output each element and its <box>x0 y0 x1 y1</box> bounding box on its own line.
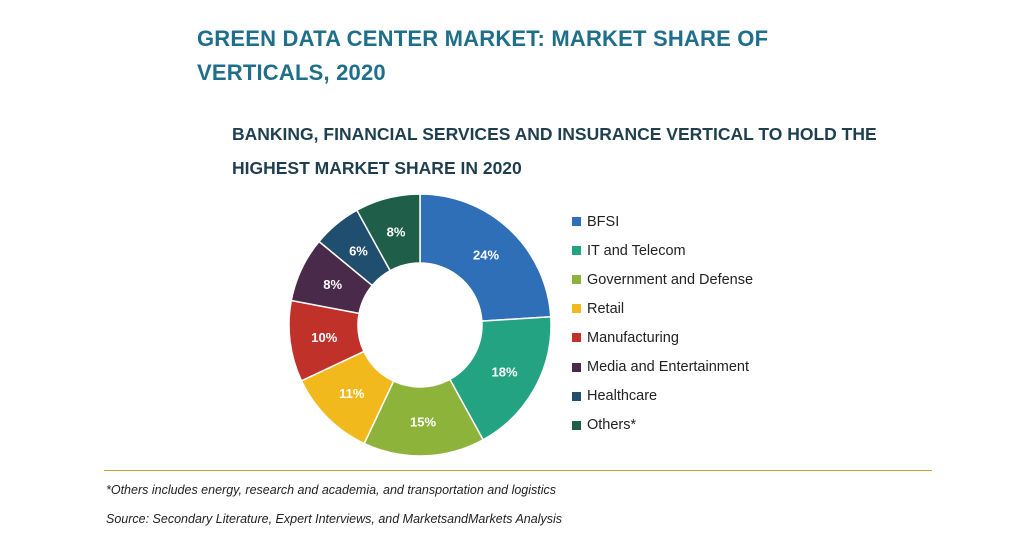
legend-swatch <box>572 217 581 227</box>
slice-label: 15% <box>410 414 436 429</box>
source-note: Source: Secondary Literature, Expert Int… <box>106 512 562 526</box>
legend-item: Retail <box>572 294 753 323</box>
chart-subtitle: BANKING, FINANCIAL SERVICES AND INSURANC… <box>232 124 877 178</box>
slice-label: 11% <box>339 386 365 401</box>
slice-label: 6% <box>349 244 368 259</box>
legend-label: Manufacturing <box>587 329 679 346</box>
donut-chart: 24% 18% 15% 11% 10% 8% 6% 8% <box>288 193 552 457</box>
legend-label: IT and Telecom <box>587 242 686 259</box>
chart-title: GREEN DATA CENTER MARKET: MARKET SHARE O… <box>197 26 769 85</box>
legend-label: Media and Entertainment <box>587 359 750 376</box>
slice-label: 10% <box>311 330 337 345</box>
legend-label: Others* <box>587 417 637 434</box>
legend-swatch <box>572 362 581 372</box>
legend-swatch <box>572 420 581 430</box>
legend-swatch <box>572 391 581 401</box>
legend-label: Retail <box>587 300 625 317</box>
slice-label: 8% <box>323 277 342 292</box>
slice-others <box>355 193 421 272</box>
legend-label: Government and Defense <box>587 271 754 288</box>
footnote: *Others includes energy, research and ac… <box>106 483 557 497</box>
legend-swatch <box>572 304 581 314</box>
legend-item: Others* <box>572 411 753 440</box>
legend-swatch <box>572 275 581 285</box>
slice-label: 24% <box>473 248 499 263</box>
slice-bfsi <box>419 193 552 322</box>
legend-item: BFSI <box>572 207 753 236</box>
legend-swatch <box>572 333 581 343</box>
legend-item: Manufacturing <box>572 323 753 352</box>
slice-label: 8% <box>387 225 406 240</box>
legend-swatch <box>572 246 581 256</box>
legend-item: Healthcare <box>572 382 753 411</box>
legend-label: BFSI <box>587 213 620 230</box>
footer-divider <box>104 470 932 471</box>
slice-it-and-telecom <box>448 315 552 441</box>
legend-item: Media and Entertainment <box>572 352 753 381</box>
legend-item: Government and Defense <box>572 265 753 294</box>
slice-label: 18% <box>492 364 518 379</box>
legend-label: Healthcare <box>587 388 658 405</box>
chart-legend: BFSI IT and Telecom Government and Defense… <box>572 207 753 440</box>
legend-item: IT and Telecom <box>572 236 753 265</box>
